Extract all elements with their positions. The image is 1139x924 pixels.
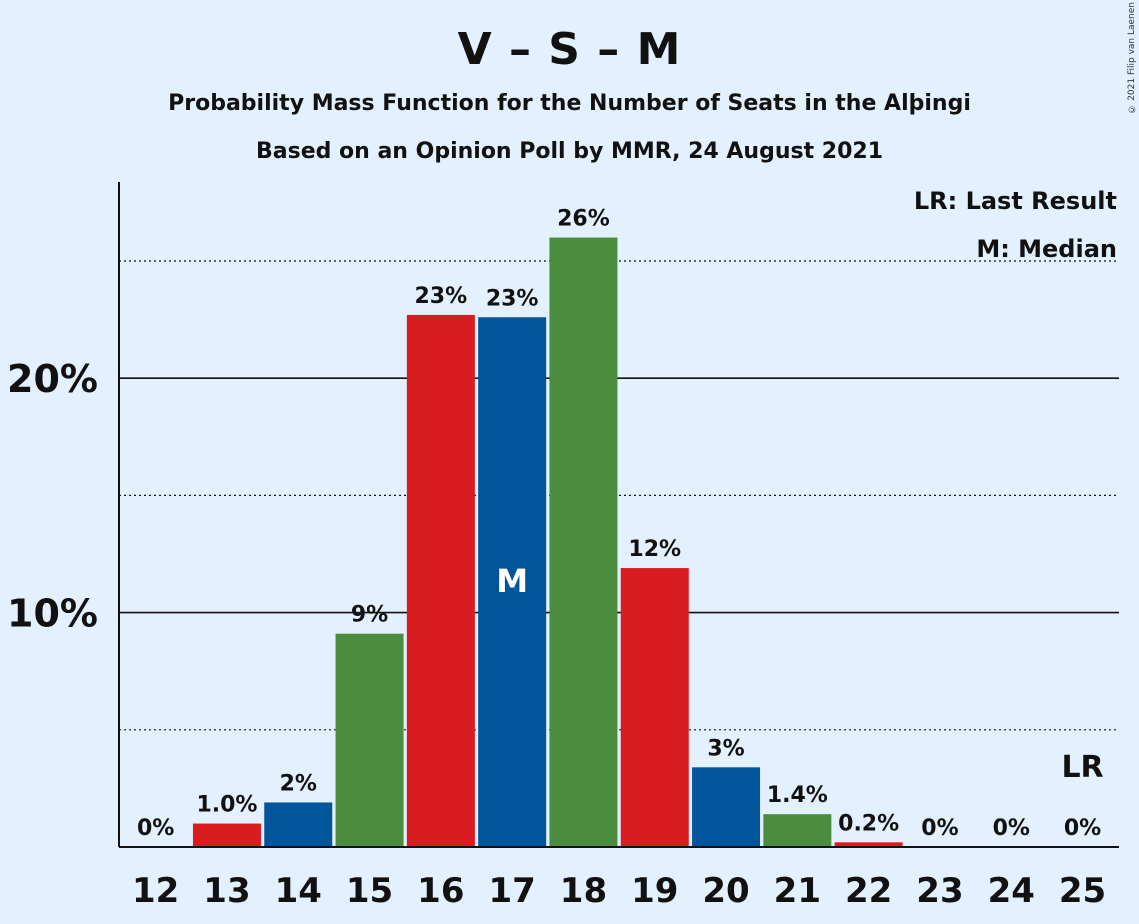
- x-tick-label: 20: [702, 871, 749, 911]
- x-tick-label: 19: [631, 871, 678, 911]
- chart-title: V – S – M: [457, 24, 682, 75]
- bar-20: [692, 767, 761, 847]
- bar-15: [335, 633, 404, 847]
- legend-last-result: LR: Last Result: [914, 187, 1117, 215]
- chart-subtitle-source: Based on an Opinion Poll by MMR, 24 Augu…: [255, 139, 884, 164]
- median-marker: M: [496, 562, 528, 600]
- x-tick-label: 18: [560, 871, 607, 911]
- bar-22: [834, 842, 903, 847]
- chart-subtitle: Probability Mass Function for the Number…: [168, 91, 971, 116]
- bar-value-label: 2%: [280, 771, 317, 796]
- bar-value-label: 26%: [557, 207, 610, 232]
- bar-value-label: 0%: [921, 816, 958, 841]
- bar-19: [620, 568, 689, 847]
- legend-median: M: Median: [976, 235, 1117, 263]
- bar-value-label: 1.4%: [767, 783, 828, 808]
- bar-17: [478, 317, 547, 848]
- bar-value-label: 9%: [351, 603, 388, 628]
- bar-14: [264, 802, 333, 847]
- x-tick-label: 12: [132, 871, 179, 911]
- bar-18: [549, 237, 618, 847]
- x-tick-label: 15: [346, 871, 393, 911]
- last-result-marker: LR: [1061, 750, 1103, 785]
- bar-value-label: 1.0%: [196, 793, 257, 818]
- bar-13: [192, 823, 261, 847]
- x-tick-label: 14: [275, 871, 322, 911]
- bar-16: [406, 314, 475, 847]
- y-tick-label: 10%: [7, 592, 98, 636]
- bar-value-label: 0%: [137, 816, 174, 841]
- x-tick-label: 25: [1059, 871, 1106, 911]
- x-tick-label: 22: [845, 871, 892, 911]
- x-tick-label: 16: [417, 871, 464, 911]
- bar-value-label: 0.2%: [838, 811, 899, 836]
- y-tick-label: 20%: [7, 357, 98, 401]
- bar-value-label: 3%: [707, 736, 744, 761]
- bar-value-label: 0%: [993, 816, 1030, 841]
- x-tick-label: 13: [203, 871, 250, 911]
- bar-21: [763, 814, 832, 847]
- x-tick-label: 17: [488, 871, 535, 911]
- bar-value-label: 23%: [486, 286, 539, 311]
- x-tick-label: 23: [916, 871, 963, 911]
- x-tick-label: 24: [988, 871, 1035, 911]
- bar-value-label: 12%: [628, 537, 681, 562]
- x-tick-label: 21: [774, 871, 821, 911]
- bar-value-label: 0%: [1064, 816, 1101, 841]
- bar-value-label: 23%: [415, 284, 468, 309]
